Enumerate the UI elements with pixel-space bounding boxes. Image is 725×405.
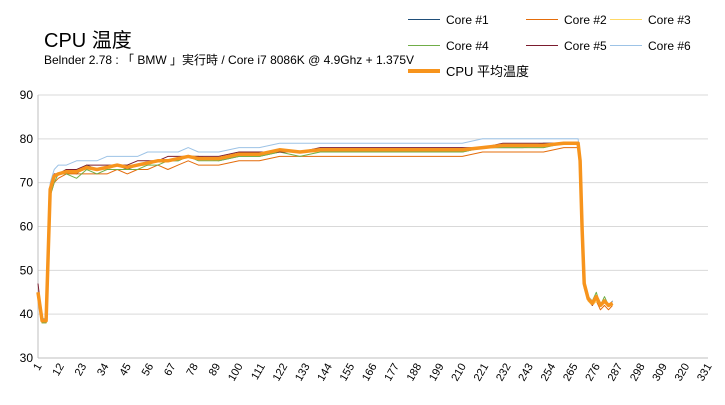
series-line <box>37 142 613 324</box>
x-tick-label: 199 <box>427 362 447 384</box>
y-tick-label: 40 <box>20 307 34 321</box>
y-tick-label: 50 <box>20 263 34 277</box>
x-tick-label: 67 <box>162 362 179 379</box>
x-tick-label: 122 <box>271 362 291 384</box>
x-tick-label: 133 <box>293 362 313 384</box>
x-tick-label: 331 <box>695 362 715 384</box>
y-tick-label: 90 <box>20 88 34 102</box>
y-tick-label: 30 <box>20 351 34 365</box>
x-tick-label: 78 <box>184 362 201 379</box>
legend-label-cpu-average: CPU 平均温度 <box>446 64 530 79</box>
chart-title: CPU 温度 <box>44 30 132 52</box>
legend-swatch-core4 <box>408 45 440 46</box>
legend-label-core3: Core #3 <box>648 13 691 27</box>
x-tick-label: 232 <box>494 362 514 384</box>
legend-label-core4: Core #4 <box>446 39 489 53</box>
y-tick-label: 80 <box>20 132 34 146</box>
y-tick-label: 60 <box>20 220 34 234</box>
legend-swatch-core1 <box>408 19 440 20</box>
legend-label-core2: Core #2 <box>564 13 607 27</box>
x-tick-label: 12 <box>50 362 67 379</box>
x-tick-label: 254 <box>539 362 559 384</box>
x-tick-label: 1 <box>31 362 44 373</box>
x-tick-label: 298 <box>628 362 648 384</box>
x-tick-label: 89 <box>207 362 224 379</box>
x-tick-label: 188 <box>405 362 425 384</box>
legend-label-core1: Core #1 <box>446 13 489 27</box>
series-line <box>37 142 613 324</box>
series-line <box>36 141 614 323</box>
x-tick-label: 23 <box>73 362 90 379</box>
legend-swatch-core3 <box>610 19 642 20</box>
x-tick-label: 166 <box>360 362 380 384</box>
x-tick-label: 210 <box>449 362 469 384</box>
x-tick-label: 144 <box>315 362 335 384</box>
x-tick-label: 56 <box>140 362 157 379</box>
x-tick-label: 287 <box>606 362 626 384</box>
x-tick-label: 243 <box>516 362 536 384</box>
x-tick-label: 155 <box>338 362 358 384</box>
legend-swatch-core5 <box>526 45 558 46</box>
x-tick-label: 34 <box>95 362 112 379</box>
legend-label-core6: Core #6 <box>648 39 691 53</box>
x-tick-label: 100 <box>226 362 246 384</box>
x-tick-label: 45 <box>117 362 134 379</box>
legend-swatch-cpu-average <box>408 69 440 73</box>
x-tick-label: 265 <box>561 362 581 384</box>
y-tick-label: 70 <box>20 176 34 190</box>
x-tick-label: 276 <box>583 362 603 384</box>
x-tick-label: 309 <box>650 362 670 384</box>
x-tick-label: 221 <box>472 362 492 384</box>
x-tick-label: 320 <box>673 362 693 384</box>
x-tick-label: 111 <box>249 362 268 382</box>
x-tick-label: 177 <box>382 362 402 384</box>
legend-swatch-core6 <box>610 45 642 46</box>
legend-label-core5: Core #5 <box>564 39 607 53</box>
chart-subtitle: Belnder 2.78 : 「 BMW 」実行時 / Core i7 8086… <box>44 53 415 67</box>
series-line <box>37 147 613 324</box>
legend-swatch-core2 <box>526 19 558 20</box>
